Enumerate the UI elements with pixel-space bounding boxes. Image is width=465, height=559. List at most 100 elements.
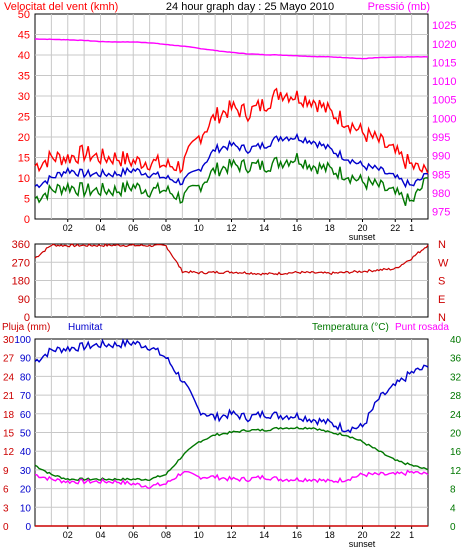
humidity-tick-label: 50 bbox=[20, 429, 32, 440]
humidity-x-ticks: 02 04 06 08 10 12 14 16 18 20 22 1 bbox=[63, 526, 414, 540]
temperature-tick-label: 36 bbox=[450, 354, 462, 365]
pressure-tick-label: 1025 bbox=[432, 20, 456, 32]
x-tick-label: 10 bbox=[194, 530, 204, 540]
series-line-wind_direction bbox=[34, 243, 429, 276]
humidity-tick-label: 80 bbox=[20, 372, 32, 383]
direction-degree-label: 180 bbox=[12, 276, 30, 288]
series-line-wind_min bbox=[34, 153, 429, 207]
direction-degree-ticks: 0 90 180 270 360 bbox=[12, 239, 30, 324]
x-tick-label: 08 bbox=[161, 223, 171, 233]
temperature-tick-label: 12 bbox=[450, 466, 462, 477]
x-tick-label: 22 bbox=[390, 530, 400, 540]
x-tick-label: 1 bbox=[409, 223, 414, 233]
wind-pressure-chart: Velocitat del vent (kmh) 24 hour graph d… bbox=[4, 1, 456, 242]
chart-title: 24 hour graph day : 25 Mayo 2010 bbox=[166, 1, 334, 13]
wind-speed-tick-label: 35 bbox=[18, 71, 30, 83]
x-tick-label: 08 bbox=[161, 530, 171, 540]
temperature-tick-label: 28 bbox=[450, 391, 462, 402]
x-tick-label: 20 bbox=[357, 223, 367, 233]
temperature-tick-label: 4 bbox=[450, 503, 456, 514]
series-line-wind_avg bbox=[34, 132, 429, 189]
x-tick-label: 20 bbox=[357, 530, 367, 540]
humidity-axis-title: Humitat bbox=[68, 322, 103, 333]
direction-degree-label: 360 bbox=[12, 239, 30, 251]
wind-speed-ticks: 0 5 10 15 20 25 30 35 40 45 50 bbox=[18, 9, 30, 226]
humidity-tick-label: 40 bbox=[20, 447, 32, 458]
humidity-tick-label: 60 bbox=[20, 410, 32, 421]
compass-label: W bbox=[438, 257, 449, 269]
series-line-temperature bbox=[34, 426, 429, 482]
rain-axis-title: Pluja (mm) bbox=[2, 322, 50, 333]
wind-speed-tick-label: 5 bbox=[24, 194, 30, 206]
x-tick-label: 16 bbox=[292, 223, 302, 233]
compass-label: N bbox=[438, 239, 446, 251]
temperature-tick-label: 16 bbox=[450, 447, 462, 458]
x-tick-label: 22 bbox=[390, 223, 400, 233]
wind-series bbox=[34, 38, 429, 207]
temperature-tick-label: 20 bbox=[450, 429, 462, 440]
wind-speed-tick-label: 20 bbox=[18, 132, 30, 144]
humidity-grid bbox=[35, 339, 428, 526]
humidity-tick-label: 70 bbox=[20, 391, 32, 402]
rain-tick-label: 0 bbox=[3, 522, 9, 533]
humidity-tick-label: 10 bbox=[20, 503, 32, 514]
direction-series bbox=[34, 243, 429, 276]
series-line-wind_gust bbox=[34, 87, 429, 175]
rain-ticks: 0 3 6 9 12 15 18 21 24 27 30 bbox=[3, 335, 15, 533]
temperature-tick-label: 8 bbox=[450, 485, 456, 496]
temperature-axis-title: Temperatura (°C) bbox=[312, 322, 389, 333]
rain-tick-label: 3 bbox=[3, 503, 9, 514]
x-tick-label: 12 bbox=[226, 223, 236, 233]
wind-speed-tick-label: 10 bbox=[18, 173, 30, 185]
pressure-tick-label: 990 bbox=[432, 151, 450, 163]
wind-speed-tick-label: 0 bbox=[24, 214, 30, 226]
pressure-axis-title: Pressió (mb) bbox=[368, 1, 430, 13]
rain-tick-label: 12 bbox=[3, 447, 15, 458]
humidity-tick-label: 30 bbox=[20, 466, 32, 477]
x-tick-label: 18 bbox=[325, 530, 335, 540]
humidity-ticks: 0 10 20 30 40 50 60 70 80 90 100 bbox=[14, 335, 31, 533]
dewpoint-axis-title: Punt rosada bbox=[395, 322, 449, 333]
series-line-pressure bbox=[35, 38, 429, 60]
rain-tick-label: 6 bbox=[3, 485, 9, 496]
rain-tick-label: 21 bbox=[3, 391, 15, 402]
humidity-tick-label: 90 bbox=[20, 354, 32, 365]
sunset-label-bottom: sunset bbox=[349, 539, 376, 549]
pressure-tick-label: 985 bbox=[432, 169, 450, 181]
rain-tick-label: 15 bbox=[3, 429, 15, 440]
pressure-tick-label: 1020 bbox=[432, 39, 456, 51]
pressure-tick-label: 1005 bbox=[432, 95, 456, 107]
direction-degree-label: 90 bbox=[18, 294, 30, 306]
sunset-label: sunset bbox=[349, 232, 376, 242]
humidity-tick-label: 20 bbox=[20, 485, 32, 496]
wind-speed-tick-label: 45 bbox=[18, 30, 30, 42]
humidity-temperature-chart: Pluja (mm) Humitat Temperatura (°C) Punt… bbox=[2, 322, 462, 549]
x-tick-label: 04 bbox=[95, 223, 105, 233]
x-tick-label: 04 bbox=[95, 530, 105, 540]
pressure-tick-label: 975 bbox=[432, 207, 450, 219]
x-tick-label: 02 bbox=[63, 223, 73, 233]
temperature-ticks: 0 4 8 12 16 20 24 28 32 36 40 bbox=[450, 335, 462, 533]
wind-speed-axis-title: Velocitat del vent (kmh) bbox=[4, 1, 118, 13]
temperature-tick-label: 32 bbox=[450, 372, 462, 383]
x-tick-label: 1 bbox=[409, 530, 414, 540]
wind-speed-tick-label: 15 bbox=[18, 153, 30, 165]
pressure-tick-label: 1010 bbox=[432, 76, 456, 88]
x-tick-label: 02 bbox=[63, 530, 73, 540]
pressure-tick-label: 1015 bbox=[432, 57, 456, 69]
x-tick-label: 14 bbox=[259, 530, 269, 540]
temperature-tick-label: 0 bbox=[450, 522, 456, 533]
x-tick-label: 06 bbox=[128, 223, 138, 233]
rain-tick-label: 9 bbox=[3, 466, 9, 477]
pressure-tick-label: 1000 bbox=[432, 113, 456, 125]
compass-label: E bbox=[438, 294, 445, 306]
rain-tick-label: 27 bbox=[3, 354, 15, 365]
rain-tick-label: 18 bbox=[3, 410, 15, 421]
direction-degree-label: 270 bbox=[12, 257, 30, 269]
direction-grid bbox=[35, 244, 428, 317]
rain-tick-label: 30 bbox=[3, 335, 15, 346]
x-tick-label: 12 bbox=[226, 530, 236, 540]
